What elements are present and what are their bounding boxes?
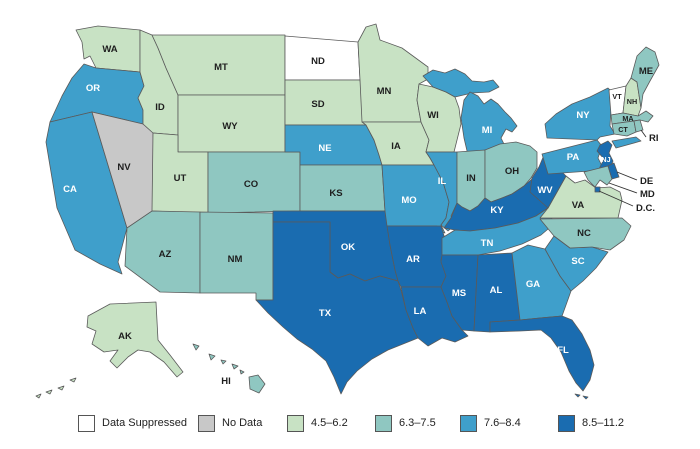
legend-swatch-class-3: [460, 414, 477, 432]
dc-leader-line: [598, 190, 634, 207]
legend-item-class-2: 6.3–7.5: [375, 413, 436, 433]
state-de[interactable]: [607, 162, 620, 180]
state-label-hi: HI: [221, 376, 231, 387]
legend-label-class-1: 4.5–6.2: [311, 417, 348, 429]
legend-swatch-class-4: [558, 414, 575, 432]
state-ny[interactable]: [544, 87, 616, 141]
legend-label-no-data: No Data: [222, 417, 263, 429]
state-wy[interactable]: [177, 94, 286, 153]
state-mi-upper-peninsula[interactable]: [422, 68, 500, 98]
state-nm[interactable]: [199, 211, 274, 301]
ri-leader-line: [640, 129, 647, 138]
legend-swatch-no-data: [198, 414, 215, 432]
state-ct[interactable]: [611, 120, 637, 137]
legend-swatch-class-1: [287, 414, 304, 432]
legend-item-data-suppressed: Data Suppressed: [78, 413, 187, 433]
legend-label-class-4: 8.5–11.2: [582, 417, 625, 429]
state-az[interactable]: [124, 210, 201, 294]
map-legend: Data Suppressed No Data 4.5–6.2 6.3–7.5 …: [0, 413, 700, 439]
md-leader-line: [608, 182, 638, 194]
legend-item-no-data: No Data: [198, 413, 262, 433]
legend-item-class-1: 4.5–6.2: [287, 413, 348, 433]
state-label-ri: RI: [649, 133, 659, 144]
state-label-dc: D.C.: [636, 203, 655, 214]
state-sd[interactable]: [284, 79, 367, 126]
new-york-long-island[interactable]: [611, 136, 642, 149]
state-fl[interactable]: [489, 315, 595, 392]
state-label-md: MD: [640, 189, 655, 200]
state-ak[interactable]: [86, 301, 184, 378]
state-mn[interactable]: [357, 23, 429, 123]
hawaii-islands[interactable]: [192, 343, 266, 394]
legend-swatch-class-2: [375, 414, 392, 432]
leader-lines-group: [598, 129, 647, 207]
de-leader-line: [616, 171, 638, 181]
us-map-canvas: WA OR CA NV ID MT WY UT CO AZ NM ND SD N…: [35, 23, 660, 400]
state-co[interactable]: [207, 151, 301, 214]
legend-label-class-2: 6.3–7.5: [399, 417, 436, 429]
state-tx[interactable]: [255, 221, 419, 395]
florida-keys-islands: [574, 393, 589, 400]
legend-swatch-data-suppressed: [78, 414, 95, 432]
state-label-de: DE: [640, 176, 653, 187]
state-md[interactable]: [583, 165, 613, 188]
legend-item-class-4: 8.5–11.2: [558, 413, 624, 433]
legend-item-class-3: 7.6–8.4: [460, 413, 521, 433]
state-nc[interactable]: [539, 217, 632, 251]
state-in[interactable]: [456, 149, 486, 212]
legend-label-data-suppressed: Data Suppressed: [102, 417, 187, 429]
state-me[interactable]: [630, 46, 660, 109]
state-ri[interactable]: [633, 119, 644, 133]
state-nd[interactable]: [284, 35, 361, 81]
alaska-aleutian-islands: [35, 377, 77, 399]
state-mi[interactable]: [460, 91, 518, 156]
state-pa[interactable]: [541, 139, 605, 175]
state-ks[interactable]: [299, 164, 386, 212]
state-dc[interactable]: [594, 186, 601, 193]
legend-label-class-3: 7.6–8.4: [484, 417, 521, 429]
states-group: [35, 23, 660, 400]
